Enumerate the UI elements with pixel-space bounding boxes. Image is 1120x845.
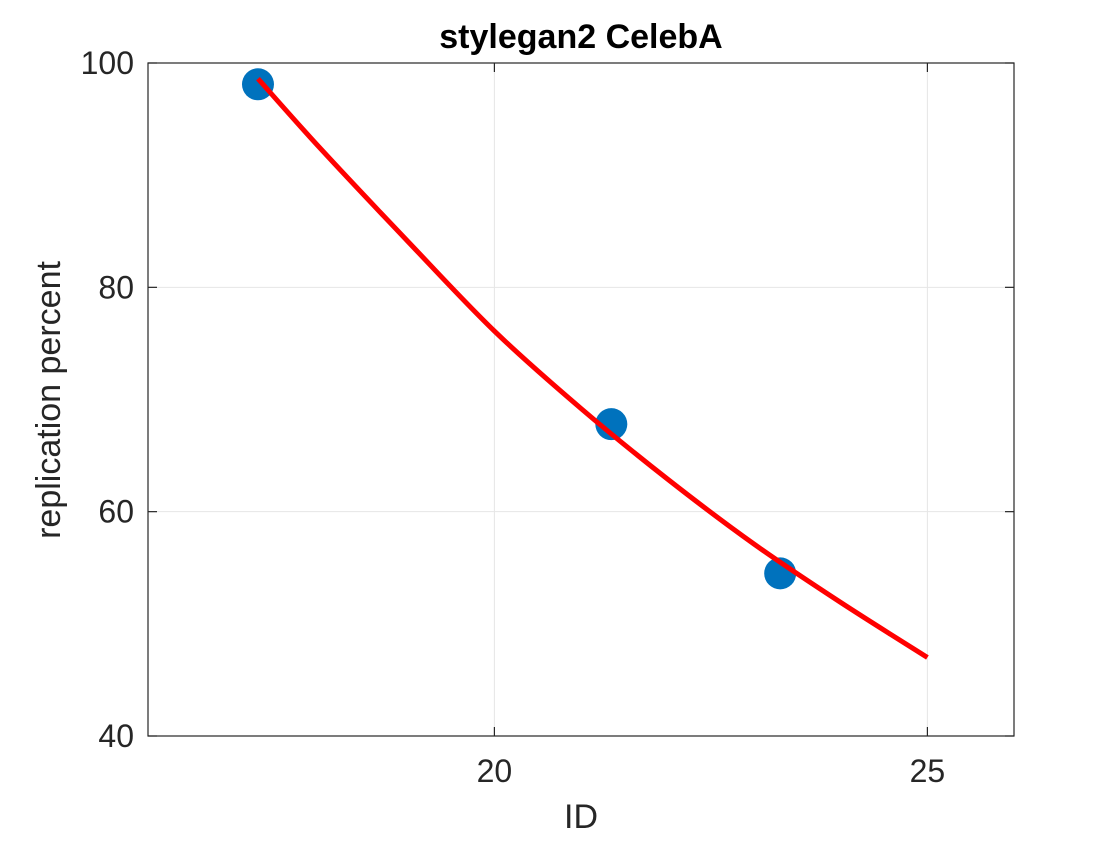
- plot-frame: [147, 62, 1015, 737]
- x-tick-label: 20: [477, 753, 513, 789]
- x-tick-label: 25: [910, 753, 946, 789]
- y-tick-label: 60: [98, 494, 134, 530]
- data-series: [241, 68, 929, 660]
- scatter-point: [241, 68, 274, 101]
- chart-title: stylegan2 CelebA: [439, 18, 722, 56]
- y-tick-label: 100: [81, 45, 134, 81]
- y-tick-label: 40: [98, 718, 134, 754]
- axis-ticks: 20 25 40 60 80 100: [81, 45, 1014, 789]
- scatter-point: [595, 408, 628, 441]
- plot-background: [148, 63, 1014, 736]
- y-tick-label: 80: [98, 269, 134, 305]
- fit-curve-line: [256, 77, 929, 660]
- x-axis-label: ID: [564, 798, 598, 836]
- y-axis-label: replication percent: [30, 261, 68, 539]
